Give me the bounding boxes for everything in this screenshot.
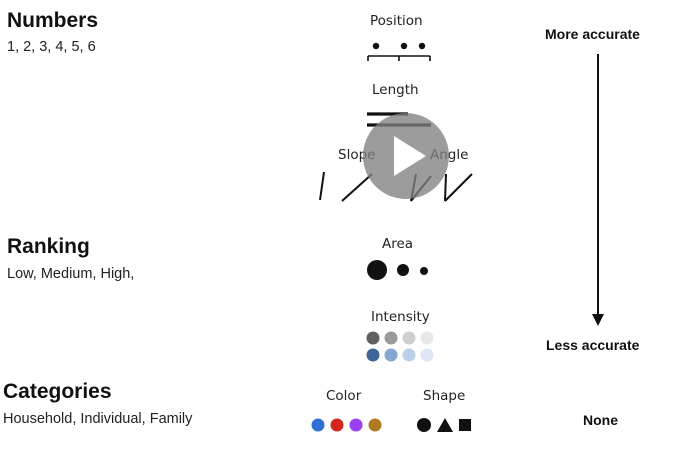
intensity-swatch (384, 331, 398, 345)
intensity-swatch (384, 348, 398, 362)
none-label: None (583, 412, 618, 428)
intensity-swatch (402, 331, 416, 345)
color-label: Color (326, 388, 362, 404)
intensity-label: Intensity (371, 309, 430, 325)
length-label: Length (372, 82, 419, 98)
intensity-swatch (420, 331, 434, 345)
color-glyph (311, 418, 382, 432)
more-accurate-label: More accurate (545, 26, 640, 42)
shape-label: Shape (423, 388, 466, 404)
intensity-swatch (402, 348, 416, 362)
numbers-title: Numbers (7, 9, 99, 32)
color-swatch (311, 418, 325, 432)
triangle-shape (437, 418, 453, 432)
intensity-swatch (420, 348, 434, 362)
ranking-example: Low, Medium, High, (7, 266, 135, 282)
position-glyph (367, 42, 431, 61)
intensity-glyph (366, 331, 434, 362)
ranking-title: Ranking (7, 235, 90, 258)
numbers-example: 1, 2, 3, 4, 5, 6 (7, 39, 96, 55)
less-accurate-label: Less accurate (546, 337, 640, 353)
position-label: Position (370, 13, 423, 29)
square-shape (459, 419, 471, 431)
color-swatch (330, 418, 344, 432)
circle-shape (417, 418, 431, 432)
intensity-swatch (366, 348, 380, 362)
color-swatch (349, 418, 363, 432)
categories-example: Household, Individual, Family (3, 411, 193, 427)
categories-title: Categories (3, 380, 112, 403)
play-button[interactable] (363, 113, 449, 199)
shape-glyph (417, 418, 471, 432)
area-glyph (367, 260, 428, 280)
play-icon (394, 136, 426, 176)
accuracy-arrow (592, 54, 604, 326)
intensity-swatch (366, 331, 380, 345)
color-swatch (368, 418, 382, 432)
area-label: Area (382, 236, 414, 252)
